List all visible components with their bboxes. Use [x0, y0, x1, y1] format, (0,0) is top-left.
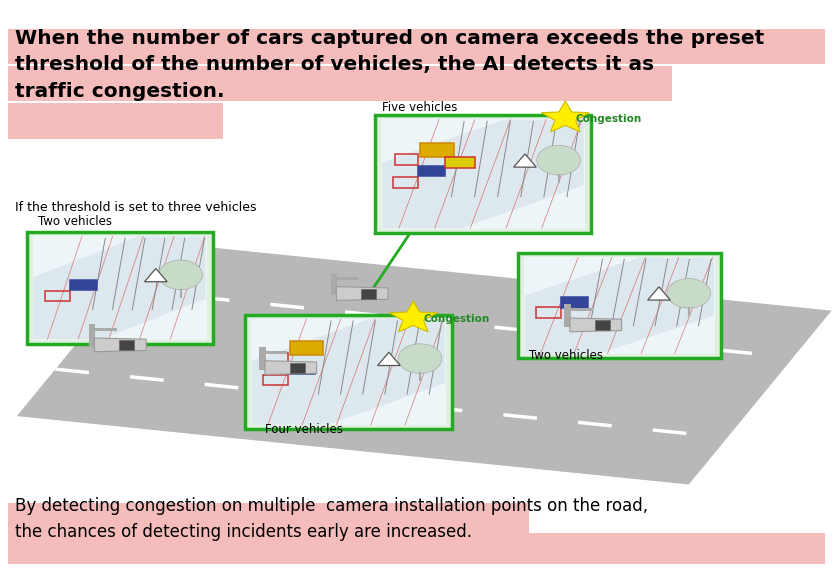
- Polygon shape: [514, 154, 536, 167]
- Polygon shape: [252, 319, 445, 425]
- FancyBboxPatch shape: [381, 119, 585, 229]
- Text: Five vehicles: Five vehicles: [382, 101, 458, 114]
- Polygon shape: [378, 352, 401, 365]
- Bar: [536, 307, 561, 317]
- Bar: [445, 157, 475, 168]
- Bar: [564, 304, 571, 327]
- Polygon shape: [570, 318, 622, 332]
- Text: Congestion: Congestion: [575, 114, 642, 124]
- Text: Congestion: Congestion: [423, 314, 490, 324]
- Circle shape: [667, 279, 711, 308]
- FancyBboxPatch shape: [27, 232, 213, 344]
- FancyBboxPatch shape: [8, 533, 825, 564]
- Bar: [331, 276, 359, 280]
- Circle shape: [537, 145, 580, 175]
- Polygon shape: [336, 287, 388, 300]
- FancyBboxPatch shape: [245, 315, 452, 429]
- Bar: [45, 291, 70, 301]
- Text: Four vehicles: Four vehicles: [265, 423, 343, 436]
- FancyBboxPatch shape: [524, 257, 715, 354]
- Bar: [263, 375, 288, 385]
- FancyBboxPatch shape: [8, 103, 223, 139]
- Polygon shape: [144, 268, 167, 282]
- Polygon shape: [389, 301, 438, 332]
- FancyBboxPatch shape: [375, 115, 591, 233]
- Polygon shape: [265, 361, 317, 374]
- FancyBboxPatch shape: [361, 288, 376, 299]
- Bar: [331, 273, 337, 295]
- Circle shape: [398, 344, 442, 373]
- Text: Two vehicles: Two vehicles: [529, 349, 603, 362]
- FancyBboxPatch shape: [119, 340, 134, 350]
- Bar: [561, 298, 588, 308]
- Bar: [265, 353, 288, 363]
- Text: By detecting congestion on multiple  camera installation points on the road,
the: By detecting congestion on multiple came…: [15, 497, 648, 541]
- Circle shape: [159, 260, 202, 290]
- Bar: [70, 280, 97, 290]
- Bar: [260, 347, 265, 369]
- Bar: [395, 154, 418, 165]
- Polygon shape: [94, 338, 146, 352]
- FancyBboxPatch shape: [33, 236, 207, 340]
- Bar: [89, 324, 96, 347]
- Polygon shape: [17, 242, 832, 484]
- Bar: [290, 341, 323, 355]
- Text: If the threshold is set to three vehicles: If the threshold is set to three vehicle…: [15, 201, 257, 214]
- Bar: [564, 308, 592, 311]
- FancyBboxPatch shape: [290, 363, 305, 373]
- Text: When the number of cars captured on camera exceeds the preset
threshold of the n: When the number of cars captured on came…: [15, 28, 764, 101]
- FancyBboxPatch shape: [595, 320, 610, 330]
- Polygon shape: [382, 120, 584, 228]
- Polygon shape: [525, 258, 714, 353]
- Bar: [393, 177, 418, 188]
- FancyBboxPatch shape: [8, 503, 529, 535]
- Bar: [260, 351, 287, 354]
- Bar: [89, 328, 117, 331]
- Text: Two vehicles: Two vehicles: [38, 215, 112, 228]
- FancyBboxPatch shape: [518, 253, 721, 358]
- FancyBboxPatch shape: [251, 319, 446, 425]
- Polygon shape: [34, 237, 206, 339]
- FancyBboxPatch shape: [8, 29, 825, 64]
- Polygon shape: [541, 101, 590, 132]
- Polygon shape: [648, 287, 670, 300]
- Bar: [288, 364, 315, 374]
- Bar: [420, 142, 454, 157]
- Bar: [418, 166, 445, 176]
- FancyBboxPatch shape: [8, 66, 672, 101]
